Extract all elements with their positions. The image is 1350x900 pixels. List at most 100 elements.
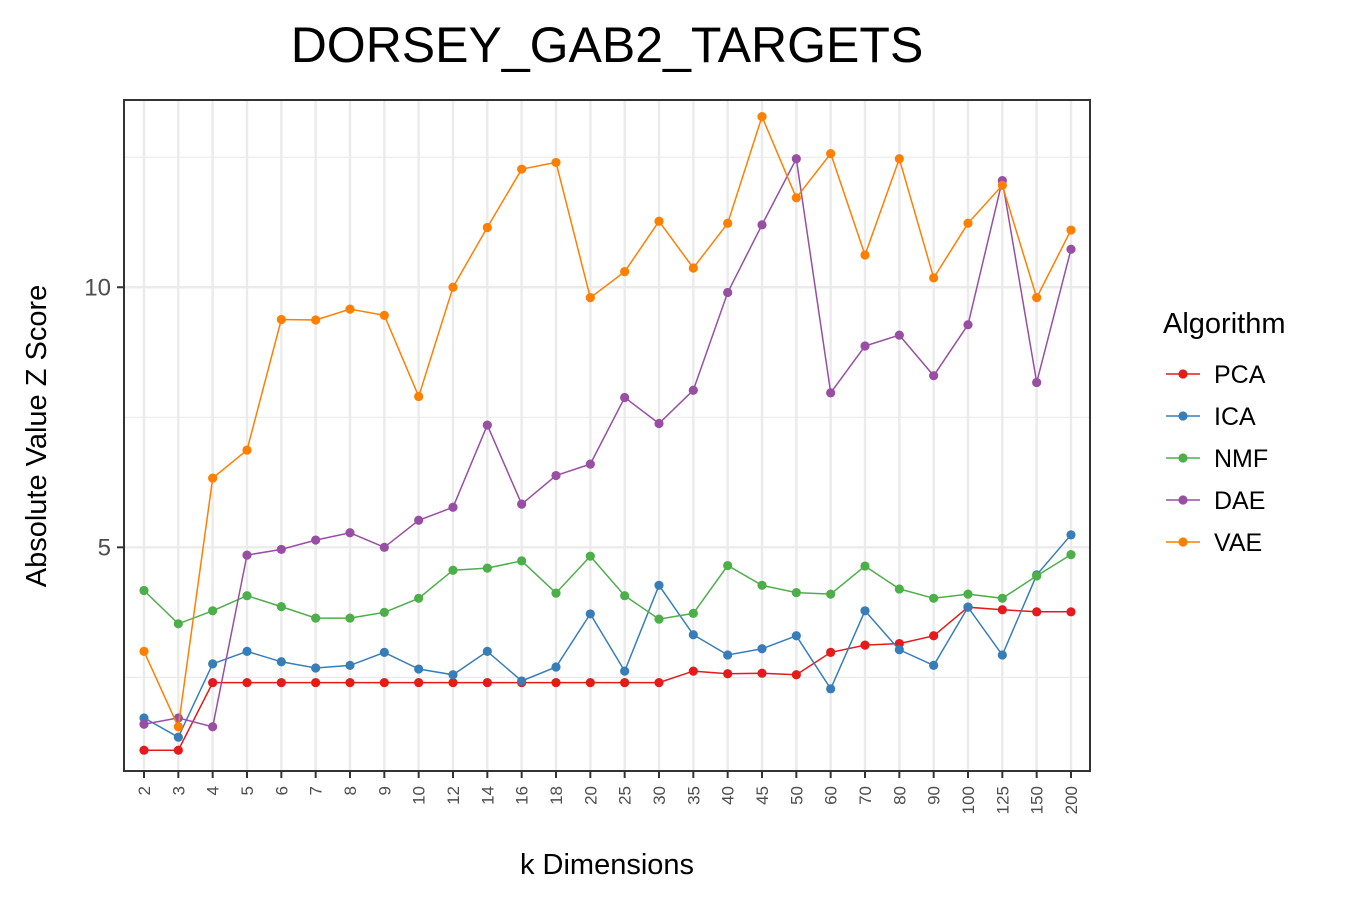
chart-title: DORSEY_GAB2_TARGETS: [291, 17, 924, 73]
data-point-vae: [860, 250, 870, 260]
data-point-vae: [1032, 293, 1042, 303]
series-line-vae: [143, 114, 1072, 730]
x-tick-label: 20: [581, 786, 600, 805]
data-point-pca: [826, 647, 836, 658]
data-point-vae: [1066, 225, 1076, 235]
legend: Algorithm PCA ICA NMF DAE VAE: [1163, 308, 1286, 557]
data-point-pca: [654, 677, 664, 688]
data-point-dae: [242, 550, 252, 560]
data-point-ica: [379, 647, 389, 658]
legend-key-point: [1178, 453, 1188, 463]
x-tick-label: 3: [169, 786, 188, 795]
data-point-ica: [997, 650, 1007, 660]
data-point-ica: [414, 664, 424, 674]
x-tick-label: 35: [684, 786, 703, 805]
data-point-pca: [482, 677, 492, 688]
data-point-pca: [414, 677, 424, 688]
y-axis-title: Absolute Value Z Score: [21, 285, 53, 588]
data-point-ica: [826, 684, 836, 694]
data-point-nmf: [654, 614, 664, 624]
series-line-dae: [143, 156, 1072, 728]
data-point-vae: [414, 391, 424, 402]
data-point-vae: [757, 112, 767, 122]
data-point-nmf: [723, 560, 733, 571]
data-point-vae: [791, 193, 801, 203]
data-point-nmf: [894, 584, 904, 594]
data-point-dae: [723, 287, 733, 298]
x-tick-label: 12: [444, 786, 463, 805]
data-point-ica: [242, 646, 252, 656]
x-axis-title: k Dimensions: [520, 849, 694, 881]
data-point-ica: [791, 631, 801, 641]
legend-title: Algorithm: [1163, 308, 1286, 340]
data-point-ica: [551, 662, 561, 672]
data-point-ica: [173, 732, 183, 742]
data-point-vae: [448, 282, 458, 292]
x-tick-label: 14: [478, 786, 497, 805]
data-point-vae: [242, 445, 252, 455]
x-tick-label: 16: [513, 786, 532, 805]
x-tick-label: 80: [890, 786, 909, 805]
x-tick-label: 100: [959, 786, 978, 814]
data-point-pca: [757, 668, 767, 678]
data-point-nmf: [242, 591, 252, 601]
data-point-dae: [208, 722, 218, 732]
data-point-dae: [482, 420, 492, 430]
data-point-vae: [173, 722, 183, 732]
data-point-dae: [1066, 244, 1076, 254]
data-point-vae: [997, 180, 1007, 190]
series-line-nmf: [143, 553, 1072, 625]
series-ica: [139, 530, 1076, 742]
series-nmf: [139, 550, 1076, 629]
data-point-nmf: [139, 585, 149, 596]
data-point-nmf: [997, 593, 1007, 603]
series-line-ica: [143, 534, 1072, 739]
data-point-pca: [242, 677, 252, 688]
data-point-dae: [757, 220, 767, 230]
data-point-vae: [723, 218, 733, 228]
data-point-ica: [757, 644, 767, 654]
y-tick-label: 5: [98, 534, 111, 561]
data-point-dae: [276, 544, 286, 555]
data-point-ica: [448, 670, 458, 680]
data-point-ica: [585, 609, 595, 619]
data-point-vae: [894, 154, 904, 164]
data-point-pca: [379, 677, 389, 688]
series-dae: [139, 154, 1076, 732]
legend-key-point: [1178, 369, 1188, 379]
legend-label-pca: PCA: [1214, 361, 1266, 389]
data-point-vae: [585, 293, 595, 303]
data-point-ica: [894, 645, 904, 655]
data-point-nmf: [311, 613, 321, 623]
data-point-ica: [482, 646, 492, 656]
data-point-nmf: [345, 613, 355, 623]
x-tick-label: 50: [787, 786, 806, 805]
data-point-nmf: [1032, 571, 1042, 581]
x-tick-label: 2: [135, 786, 154, 795]
data-point-vae: [208, 473, 218, 483]
series-line-pca: [144, 606, 1071, 751]
data-point-dae: [688, 385, 698, 395]
data-point-vae: [379, 310, 389, 320]
data-point-dae: [620, 392, 630, 403]
legend-item-dae: DAE: [1166, 487, 1265, 515]
x-tick-label: 125: [993, 786, 1012, 814]
data-point-dae: [311, 535, 321, 545]
legend-item-ica: ICA: [1166, 403, 1256, 431]
data-point-dae: [139, 719, 149, 729]
legend-key-point: [1178, 537, 1188, 547]
data-point-dae: [585, 459, 595, 469]
data-point-dae: [551, 470, 561, 481]
data-point-pca: [688, 666, 698, 676]
data-point-dae: [860, 341, 870, 351]
legend-key-point: [1178, 411, 1188, 421]
x-tick-label: 4: [204, 786, 223, 795]
x-tick-label: 5: [238, 786, 257, 795]
data-point-ica: [1066, 530, 1076, 540]
data-point-ica: [276, 657, 286, 667]
data-point-vae: [929, 273, 939, 283]
x-tick-label: 60: [822, 786, 841, 805]
data-point-nmf: [620, 591, 630, 601]
data-point-pca: [173, 745, 183, 755]
